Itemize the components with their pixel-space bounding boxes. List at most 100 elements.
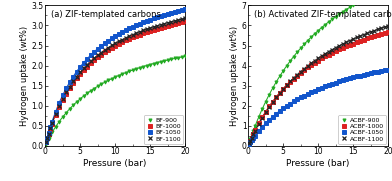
BF-1100 <box>88 60 93 62</box>
ACBF-1050 <box>354 75 359 78</box>
BF-1000 <box>88 62 93 64</box>
ACBF-1000 <box>247 142 252 144</box>
BF-1100 <box>44 141 49 143</box>
ACBF-1000 <box>281 88 285 90</box>
BF-1050 <box>45 137 49 139</box>
ACBF-1000 <box>256 122 261 125</box>
BF-900 <box>102 81 107 83</box>
ACBF-1000 <box>326 54 331 56</box>
BF-1050 <box>99 45 103 47</box>
ACBF-900 <box>312 33 317 35</box>
BF-900 <box>176 57 180 59</box>
BF-900 <box>48 134 53 137</box>
ACBF-900 <box>295 51 299 53</box>
BF-1100 <box>74 75 79 78</box>
BF-900 <box>155 62 160 64</box>
ACBF-1100 <box>368 31 373 33</box>
BF-1100 <box>45 137 49 139</box>
ACBF-1100 <box>267 106 271 108</box>
BF-1000 <box>151 29 156 31</box>
ACBF-1050 <box>323 85 327 87</box>
BF-1050 <box>144 20 149 22</box>
ACBF-1000 <box>379 33 383 35</box>
BF-1100 <box>137 31 142 33</box>
ACBF-1000 <box>291 77 296 80</box>
BF-1050 <box>67 81 72 83</box>
BF-1000 <box>176 22 180 24</box>
BF-1000 <box>169 24 173 26</box>
ACBF-1100 <box>375 28 380 30</box>
ACBF-1000 <box>337 48 341 50</box>
ACBF-1000 <box>358 40 363 42</box>
ACBF-1050 <box>319 87 324 89</box>
BF-900 <box>46 138 51 140</box>
ACBF-1050 <box>281 107 285 109</box>
ACBF-1100 <box>354 36 359 39</box>
ACBF-1050 <box>337 80 341 83</box>
BF-1100 <box>50 122 54 124</box>
BF-1100 <box>123 37 128 39</box>
ACBF-1100 <box>277 92 282 94</box>
BF-1000 <box>141 32 145 34</box>
BF-1100 <box>169 21 173 23</box>
ACBF-1050 <box>251 137 256 139</box>
ACBF-1100 <box>358 35 363 37</box>
BF-1000 <box>172 23 177 25</box>
ACBF-1050 <box>351 76 356 79</box>
BF-1050 <box>127 27 131 30</box>
BF-900 <box>64 112 69 114</box>
Line: ACBF-900: ACBF-900 <box>248 0 390 144</box>
ACBF-1100 <box>291 77 296 79</box>
ACBF-900 <box>340 11 345 13</box>
BF-1100 <box>106 47 111 49</box>
BF-1000 <box>162 26 167 28</box>
BF-1000 <box>116 43 121 45</box>
BF-1000 <box>158 26 163 29</box>
BF-1050 <box>109 37 114 39</box>
ACBF-1050 <box>312 89 317 92</box>
BF-1000 <box>45 137 49 140</box>
Y-axis label: Hydrogen uptake (wt%): Hydrogen uptake (wt%) <box>20 26 29 126</box>
ACBF-1100 <box>263 111 268 113</box>
Text: (a) ZIF-templated carbons: (a) ZIF-templated carbons <box>51 10 161 19</box>
BF-1000 <box>85 66 89 68</box>
ACBF-1050 <box>372 71 376 73</box>
ACBF-1100 <box>379 27 383 29</box>
ACBF-1000 <box>298 72 303 74</box>
ACBF-1000 <box>354 41 359 43</box>
BF-1000 <box>53 114 58 116</box>
ACBF-900 <box>249 134 254 137</box>
BF-1100 <box>81 67 86 69</box>
ACBF-900 <box>260 108 265 110</box>
BF-900 <box>88 90 93 92</box>
BF-900 <box>172 57 177 60</box>
BF-1100 <box>85 64 89 66</box>
ACBF-1100 <box>312 60 317 62</box>
ACBF-1100 <box>274 96 278 98</box>
ACBF-1000 <box>319 57 324 60</box>
BF-1100 <box>158 24 163 26</box>
ACBF-1100 <box>323 53 327 55</box>
ACBF-1000 <box>288 81 292 83</box>
BF-900 <box>99 83 103 85</box>
BF-1100 <box>155 25 160 27</box>
BF-1100 <box>130 34 135 36</box>
BF-1000 <box>64 92 69 95</box>
BF-1000 <box>60 99 65 101</box>
ACBF-1050 <box>344 78 348 80</box>
ACBF-1000 <box>260 116 265 118</box>
ACBF-1100 <box>256 123 261 125</box>
ACBF-1050 <box>291 100 296 102</box>
BF-1050 <box>102 42 107 44</box>
BF-900 <box>53 126 58 128</box>
BF-1050 <box>92 51 96 53</box>
BF-1000 <box>130 36 135 38</box>
Line: ACBF-1000: ACBF-1000 <box>248 31 390 145</box>
BF-900 <box>81 95 86 97</box>
ACBF-1050 <box>247 143 252 145</box>
BF-1100 <box>99 51 103 54</box>
Y-axis label: Hydrogen uptake (wt%): Hydrogen uptake (wt%) <box>230 26 239 126</box>
BF-1000 <box>99 54 103 56</box>
BF-900 <box>67 108 72 110</box>
ACBF-1000 <box>323 55 327 58</box>
